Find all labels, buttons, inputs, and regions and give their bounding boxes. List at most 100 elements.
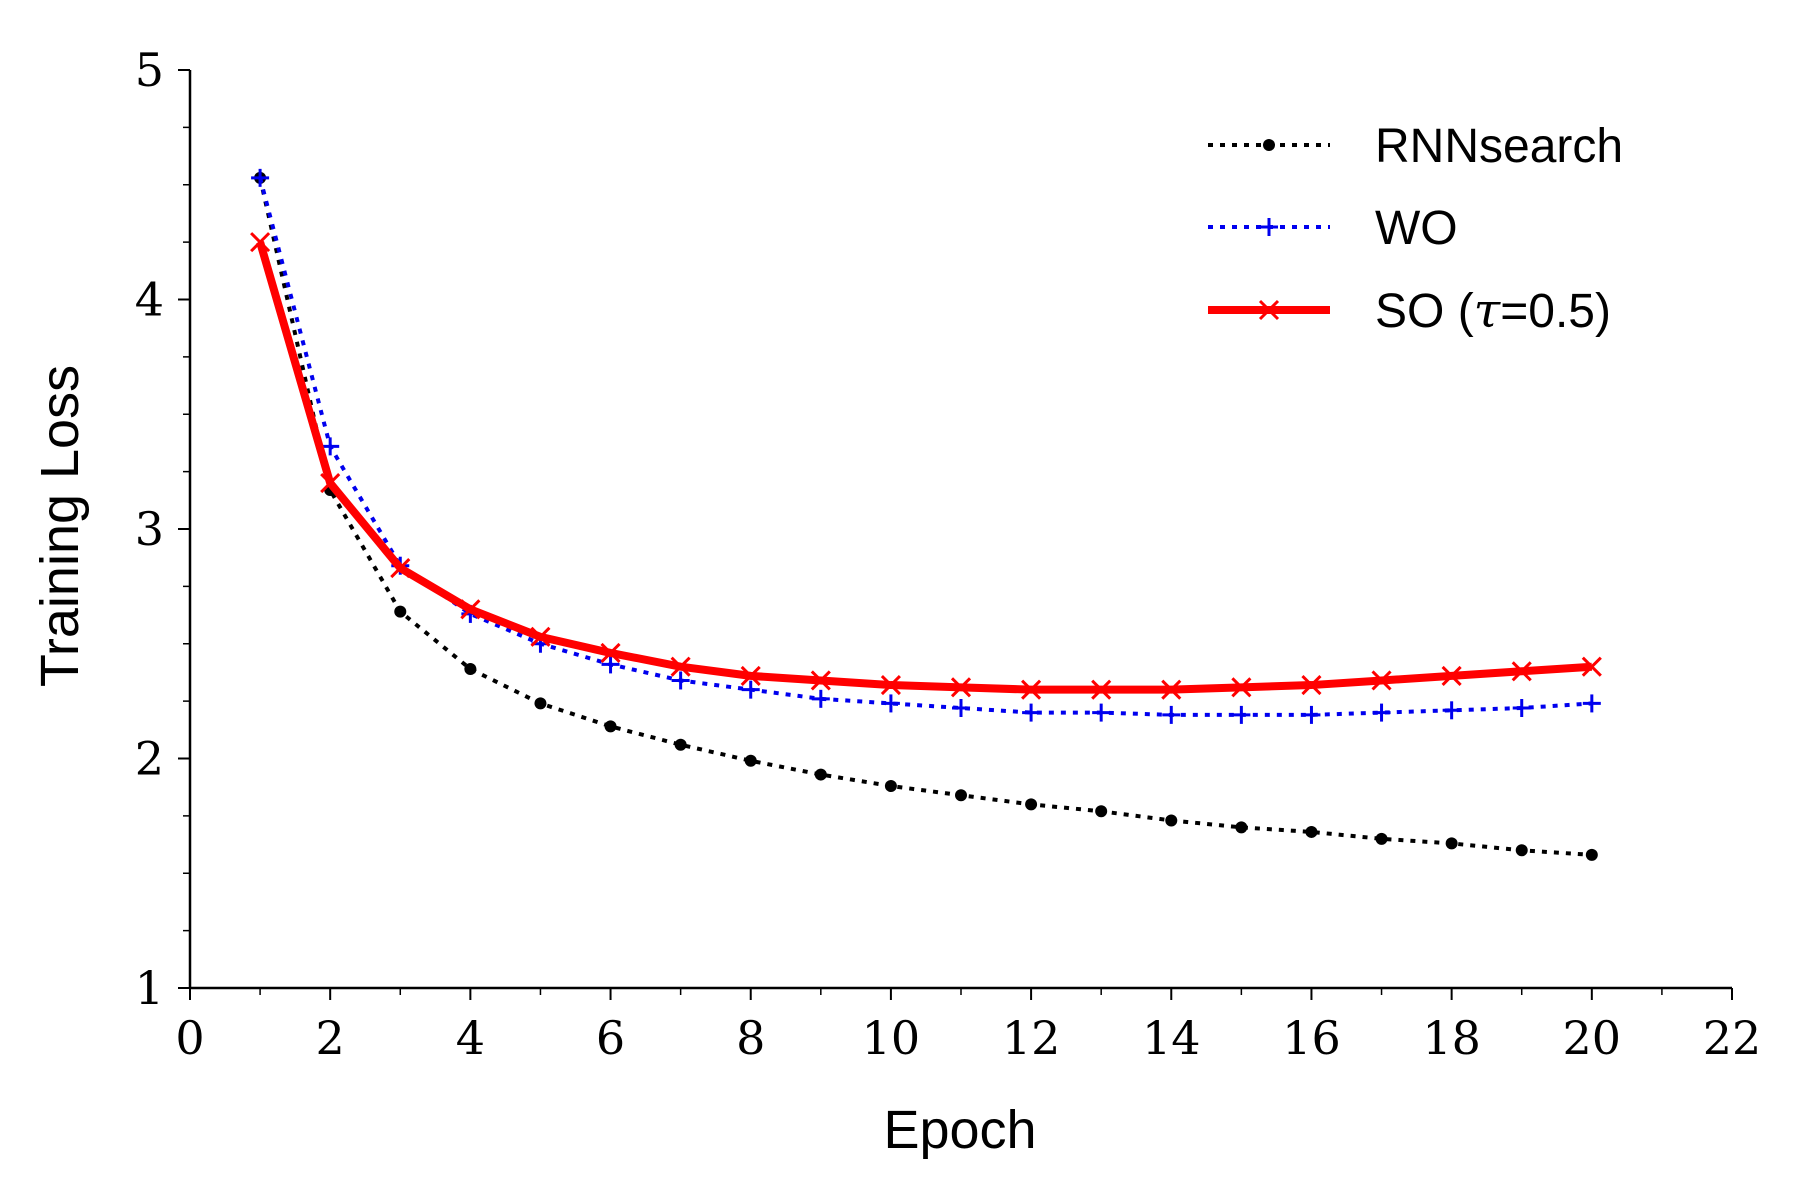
data-point-so	[880, 674, 901, 696]
data-point-so	[600, 642, 621, 663]
data-point-wo	[1232, 705, 1251, 724]
data-point-so	[250, 232, 271, 253]
x-marker-b	[250, 232, 271, 253]
series-line-so	[256, 241, 1593, 694]
x-marker-b	[530, 626, 551, 647]
x-tick-label: 4	[456, 1011, 485, 1065]
data-point-rnnsearch	[534, 697, 547, 710]
y-axis-title: Training Loss	[30, 365, 90, 687]
x-tick-label: 16	[1282, 1011, 1341, 1065]
data-point-wo	[1162, 705, 1181, 724]
series-rnnsearch	[254, 171, 1598, 861]
legend-label-wo: WO	[1375, 202, 1458, 255]
x-marker-b	[1301, 674, 1322, 696]
x-tick-label: 12	[1002, 1011, 1061, 1065]
data-point-so	[670, 656, 691, 677]
data-point-so	[1441, 665, 1462, 686]
data-point-so	[460, 599, 481, 620]
y-tick-label: 1	[135, 961, 164, 1015]
data-point-wo	[1092, 703, 1111, 722]
x-marker-b	[1021, 679, 1042, 700]
data-point-rnnsearch	[1305, 825, 1318, 838]
data-point-rnnsearch	[1095, 805, 1108, 818]
legend-label-so: SO (τ=0.5)	[1375, 283, 1611, 339]
x-marker-b	[950, 677, 972, 698]
data-point-so	[950, 677, 972, 698]
data-point-so	[1371, 670, 1392, 691]
data-point-wo	[1512, 699, 1531, 718]
data-point-rnnsearch	[674, 738, 687, 751]
x-tick-label: 2	[316, 1011, 345, 1065]
x-marker-b	[1371, 670, 1392, 691]
x-tick-label: 14	[1142, 1011, 1201, 1065]
x-tick-label: 20	[1563, 1011, 1622, 1065]
x-marker-b	[1511, 661, 1532, 682]
legend-entry-rnnsearch: RNNsearch	[1208, 120, 1623, 173]
data-point-rnnsearch	[394, 605, 407, 618]
data-point-so	[1091, 679, 1112, 700]
data-point-so	[1511, 661, 1532, 682]
data-point-wo	[321, 437, 340, 456]
series-line-wo	[258, 177, 1592, 717]
x-marker-b	[810, 670, 831, 691]
x-tick-label: 6	[596, 1011, 625, 1065]
data-point-rnnsearch	[1375, 832, 1388, 845]
data-point-rnnsearch	[464, 662, 477, 675]
x-tick-label: 22	[1703, 1011, 1762, 1065]
x-marker-b	[1091, 679, 1112, 700]
series-wo	[251, 168, 1601, 724]
data-point-rnnsearch	[604, 720, 617, 733]
legend-label-suffix: =0.5)	[1500, 285, 1611, 338]
x-marker-b	[1581, 656, 1602, 677]
x-marker-b	[600, 642, 621, 663]
data-point-rnnsearch	[744, 754, 757, 767]
data-point-wo	[741, 680, 760, 699]
data-point-so	[530, 626, 551, 647]
data-point-rnnsearch	[1165, 814, 1178, 827]
y-tick-label: 3	[135, 502, 164, 556]
data-point-wo	[881, 694, 900, 713]
data-point-wo	[1372, 703, 1391, 722]
data-point-so	[1301, 674, 1322, 696]
data-point-so	[390, 557, 411, 579]
y-tick-label: 4	[135, 273, 164, 327]
axes	[188, 70, 1732, 990]
data-point-wo	[1022, 703, 1041, 722]
data-point-so	[810, 670, 831, 691]
data-point-wo	[952, 699, 970, 718]
legend-label-rnnsearch: RNNsearch	[1375, 120, 1623, 173]
data-point-so	[1161, 679, 1182, 700]
x-tick-label: 0	[175, 1011, 204, 1065]
x-axis-title: Epoch	[883, 1100, 1036, 1160]
data-point-so	[1021, 679, 1042, 700]
legend-label-symbol: τ	[1474, 283, 1502, 339]
x-axis-ticks: 0 2 4 6 8 10 12 14 16 18 20 22	[175, 988, 1761, 1065]
x-marker-b	[1441, 665, 1462, 686]
data-point-so	[740, 665, 761, 686]
data-point-wo	[811, 689, 830, 708]
x-marker-b	[1258, 299, 1280, 321]
legend-entry-wo: WO	[1208, 202, 1458, 255]
data-point-wo	[1582, 694, 1601, 713]
legend-marker-rnnsearch	[1263, 139, 1275, 151]
legend-entry-so: SO (τ=0.5)	[1208, 283, 1611, 339]
series-so	[250, 232, 1602, 700]
data-point-wo	[1302, 705, 1321, 724]
data-point-rnnsearch	[955, 789, 967, 802]
data-point-wo	[671, 671, 690, 690]
data-point-so	[320, 473, 341, 494]
legend-marker-wo	[1260, 218, 1278, 236]
data-point-rnnsearch	[1515, 844, 1528, 857]
x-marker-b	[1231, 677, 1252, 698]
legend-marker-so	[1258, 299, 1280, 321]
legend: RNNsearch WO SO (τ=0.5)	[1208, 120, 1623, 339]
y-tick-label: 2	[135, 732, 164, 786]
data-point-so	[1231, 677, 1252, 698]
data-point-rnnsearch	[814, 768, 827, 781]
x-marker-b	[1161, 679, 1182, 700]
y-axis-ticks: 1 2 3 4 5	[135, 43, 190, 1015]
series-layer	[250, 168, 1602, 861]
data-point-rnnsearch	[1445, 837, 1458, 850]
x-tick-label: 18	[1422, 1011, 1481, 1065]
